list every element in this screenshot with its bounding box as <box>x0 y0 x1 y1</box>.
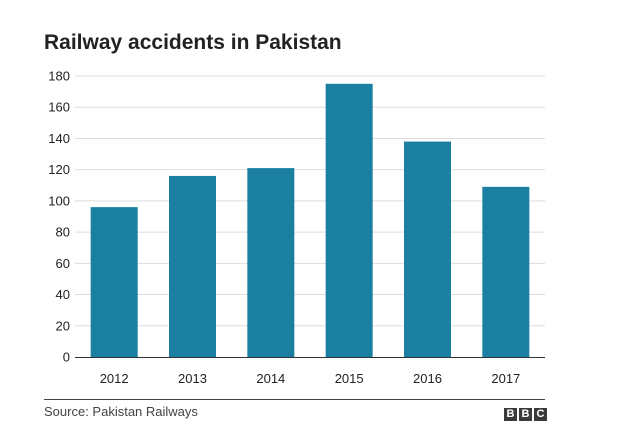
y-tick-label: 140 <box>48 131 70 146</box>
x-axis-tick-labels: 2012 2013 2014 2015 2016 2017 <box>100 371 521 386</box>
bbc-logo-letter-b2: B <box>519 408 532 421</box>
x-tick-label-2013: 2013 <box>178 371 207 386</box>
x-tick-label-2012: 2012 <box>100 371 129 386</box>
y-tick-label: 120 <box>48 162 70 177</box>
bar-2016 <box>404 141 451 357</box>
y-tick-label: 40 <box>56 287 70 302</box>
x-tick-label-2017: 2017 <box>491 371 520 386</box>
gridlines <box>75 75 545 327</box>
y-tick-label: 160 <box>48 100 70 115</box>
x-tick-label-2015: 2015 <box>335 371 364 386</box>
bbc-logo: B B C <box>504 408 547 421</box>
y-tick-label: 100 <box>48 193 70 208</box>
bars <box>90 83 530 358</box>
source-note: Source: Pakistan Railways <box>44 404 198 419</box>
y-tick-label: 0 <box>63 350 70 365</box>
bar-2017 <box>482 186 530 357</box>
y-tick-label: 180 <box>48 69 70 84</box>
bar-2014 <box>247 168 295 357</box>
bbc-logo-letter-c: C <box>534 408 547 421</box>
x-tick-label-2014: 2014 <box>256 371 285 386</box>
y-tick-label: 80 <box>56 225 70 240</box>
footer-divider <box>44 399 545 400</box>
x-tick-label-2016: 2016 <box>413 371 442 386</box>
bar-2012 <box>90 207 138 357</box>
bar-2015 <box>325 83 373 358</box>
y-tick-label: 20 <box>56 318 70 333</box>
y-axis-tick-labels: 0 20 40 60 80 100 120 140 160 180 <box>48 69 70 365</box>
chart-title: Railway accidents in Pakistan <box>44 31 342 54</box>
bbc-logo-letter-b1: B <box>504 408 517 421</box>
y-tick-label: 60 <box>56 256 70 271</box>
bar-2013 <box>169 175 216 357</box>
